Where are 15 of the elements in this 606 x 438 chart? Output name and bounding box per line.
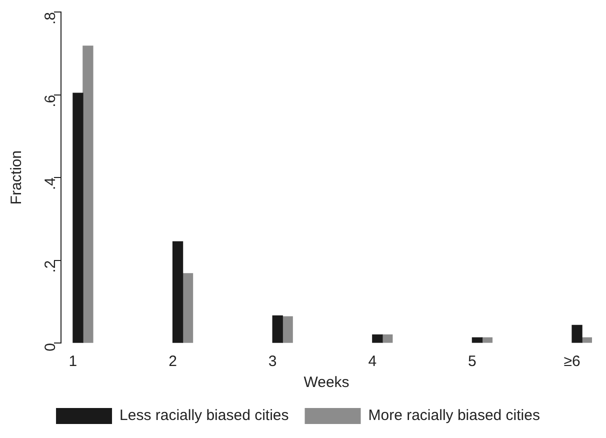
y-tick-label: .4 [42,178,60,190]
legend-label: Less racially biased cities [120,407,289,424]
y-tick-label: .6 [42,94,60,108]
x-tick-label: 1 [68,353,78,370]
x-tick-label: 2 [168,353,177,370]
y-tick-label: .8 [42,12,60,25]
y-tick-label: 0 [42,343,60,352]
x-tick-label: 4 [368,353,377,370]
x-tick-label: 5 [468,353,476,370]
x-tick-label: 3 [268,353,277,370]
legend-label: More racially biased cities [368,407,540,424]
y-tick-label: .2 [42,260,60,273]
x-axis-title: Weeks [304,374,350,392]
y-axis-title: Fraction [8,150,26,205]
x-tick-label: ≥6 [564,353,580,370]
